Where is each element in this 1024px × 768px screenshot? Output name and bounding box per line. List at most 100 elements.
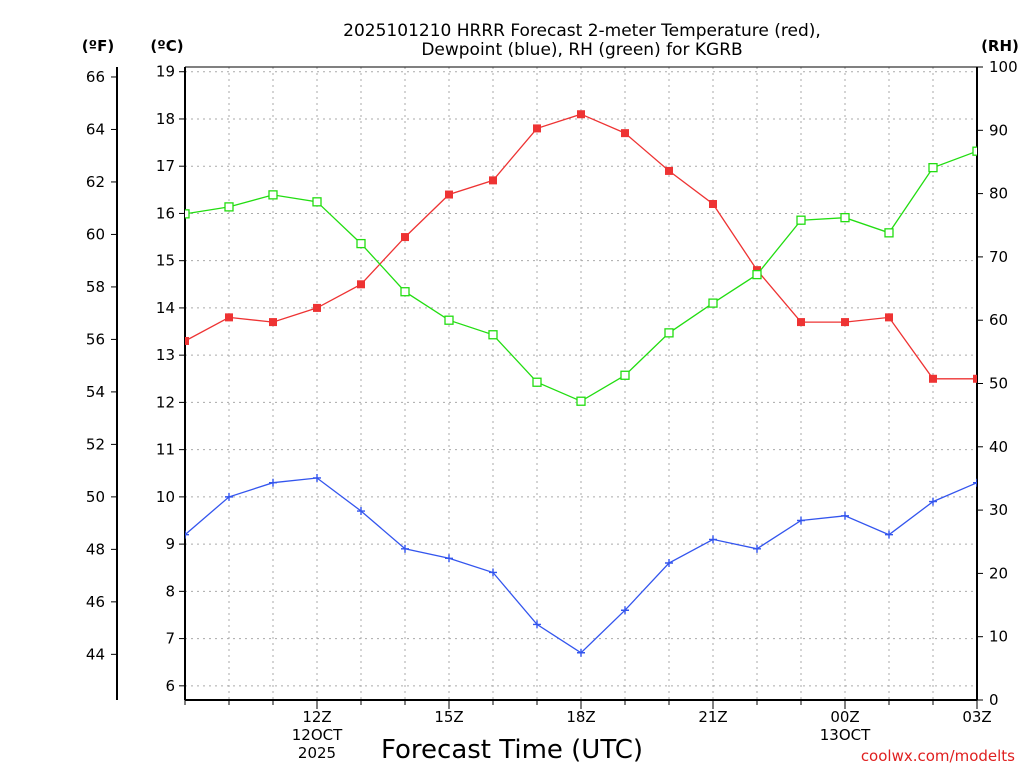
fahrenheit-tick-label: 50 <box>86 488 105 506</box>
celsius-tick-label: 18 <box>156 110 175 128</box>
rh-tick-label: 70 <box>989 248 1008 266</box>
fahrenheit-tick-label: 56 <box>86 330 105 348</box>
rh-point <box>972 146 977 156</box>
grid-lines <box>184 67 978 700</box>
dewpoint-point <box>973 478 977 487</box>
fahrenheit-tick-label: 44 <box>86 645 105 663</box>
dewpoint-point <box>1017 469 1024 477</box>
temperature-point <box>533 124 541 133</box>
dewpoint-point <box>753 544 761 553</box>
rh-point <box>752 269 762 280</box>
dewpoint-point <box>885 530 893 539</box>
dewpoint-line <box>185 477 977 654</box>
fahrenheit-tick-label: 48 <box>86 540 105 558</box>
x-tick-label: 12Z <box>302 708 331 726</box>
rh-point <box>224 202 234 212</box>
x-tick-label: 12OCT <box>292 726 343 744</box>
celsius-tick-label: 19 <box>156 63 175 81</box>
rh-point <box>444 315 454 325</box>
fahrenheit-tick-label: 66 <box>86 68 105 86</box>
rh-point <box>840 213 850 223</box>
dewpoint-point <box>665 559 673 568</box>
dewpoint-point <box>929 497 937 506</box>
rh-tick-label: 10 <box>989 628 1008 646</box>
fahrenheit-unit-label: (ºF) <box>82 37 114 55</box>
dewpoint-point <box>185 530 189 539</box>
rh-tick-label: 50 <box>989 375 1008 393</box>
dewpoint-point <box>269 478 277 487</box>
rh-tick-label: 80 <box>989 185 1008 203</box>
x-tick-label: 18Z <box>566 708 595 726</box>
temperature-point <box>709 199 717 208</box>
fahrenheit-tick-label: 58 <box>86 278 105 296</box>
celsius-tick-label: 14 <box>156 299 175 317</box>
temperature-point <box>445 190 453 199</box>
rh-tick-label: 0 <box>989 691 999 709</box>
dewpoint-point <box>533 620 541 629</box>
rh-point <box>620 370 630 380</box>
temperature-point <box>1017 380 1024 388</box>
rh-point <box>928 162 938 173</box>
rh-point <box>576 396 586 406</box>
dewpoint-point <box>621 606 629 615</box>
temperature-point <box>489 176 497 185</box>
celsius-tick-label: 8 <box>165 582 175 600</box>
temperature-point <box>665 166 673 175</box>
chart-title-line2: Dewpoint (blue), RH (green) for KGRB <box>421 40 742 60</box>
dewpoint-point <box>797 516 805 525</box>
dewpoint-point <box>489 568 497 577</box>
rh-point <box>268 190 278 200</box>
x-tick-label: 2025 <box>298 744 336 762</box>
fahrenheit-tick-label: 54 <box>86 383 105 401</box>
rh-tick-label: 60 <box>989 311 1008 329</box>
rh-point <box>400 287 410 297</box>
rh-point <box>356 238 366 249</box>
fahrenheit-tick-label: 64 <box>86 120 105 138</box>
temperature-point <box>185 336 189 345</box>
rh-tick-label: 30 <box>989 501 1008 519</box>
celsius-tick-label: 17 <box>156 157 175 175</box>
dewpoint-point <box>401 544 409 553</box>
dewpoint-point <box>577 648 585 657</box>
x-tick-label: 21Z <box>698 708 727 726</box>
x-tick-label: 00Z <box>830 708 859 726</box>
celsius-tick-label: 13 <box>156 346 175 364</box>
dewpoint-point <box>709 535 717 544</box>
fahrenheit-tick-label: 62 <box>86 173 105 191</box>
rh-unit-label: (RH) <box>981 37 1019 55</box>
rh-point <box>532 377 542 387</box>
temperature-point <box>269 318 277 327</box>
rh-point <box>884 228 894 238</box>
temperature-point <box>929 374 937 383</box>
dewpoint-point <box>445 554 453 563</box>
temperature-point <box>885 313 893 322</box>
dewpoint-point <box>313 473 321 482</box>
temperature-point <box>577 110 585 119</box>
axis-ticks: 6 7 8 9 10 11 12 13 14 15 16 17 18 19 44 46 48 50 52 54 56 58… <box>86 58 1018 762</box>
rh-tick-label: 40 <box>989 438 1008 456</box>
temperature-point <box>841 318 849 327</box>
temperature-point <box>225 313 233 322</box>
celsius-tick-label: 16 <box>156 204 175 222</box>
fahrenheit-tick-label: 46 <box>86 593 105 611</box>
rh-point <box>312 197 322 207</box>
temperature-point <box>313 303 321 312</box>
x-tick-label: 13OCT <box>820 726 871 744</box>
rh-point <box>1017 139 1024 147</box>
rh-point <box>708 298 718 308</box>
axes <box>116 66 978 701</box>
celsius-tick-label: 6 <box>165 677 175 695</box>
celsius-tick-label: 12 <box>156 393 175 411</box>
rh-tick-label: 20 <box>989 564 1008 582</box>
rh-point <box>185 209 190 219</box>
celsius-tick-label: 11 <box>156 441 175 459</box>
rh-point <box>488 330 498 340</box>
rh-tick-label: 100 <box>989 58 1018 76</box>
dewpoint-point <box>357 507 365 516</box>
temperature-point <box>973 374 977 383</box>
temperature-point <box>401 233 409 242</box>
x-tick-label: 03Z <box>962 708 991 726</box>
celsius-unit-label: (ºC) <box>150 37 183 55</box>
celsius-tick-label: 7 <box>165 630 175 648</box>
